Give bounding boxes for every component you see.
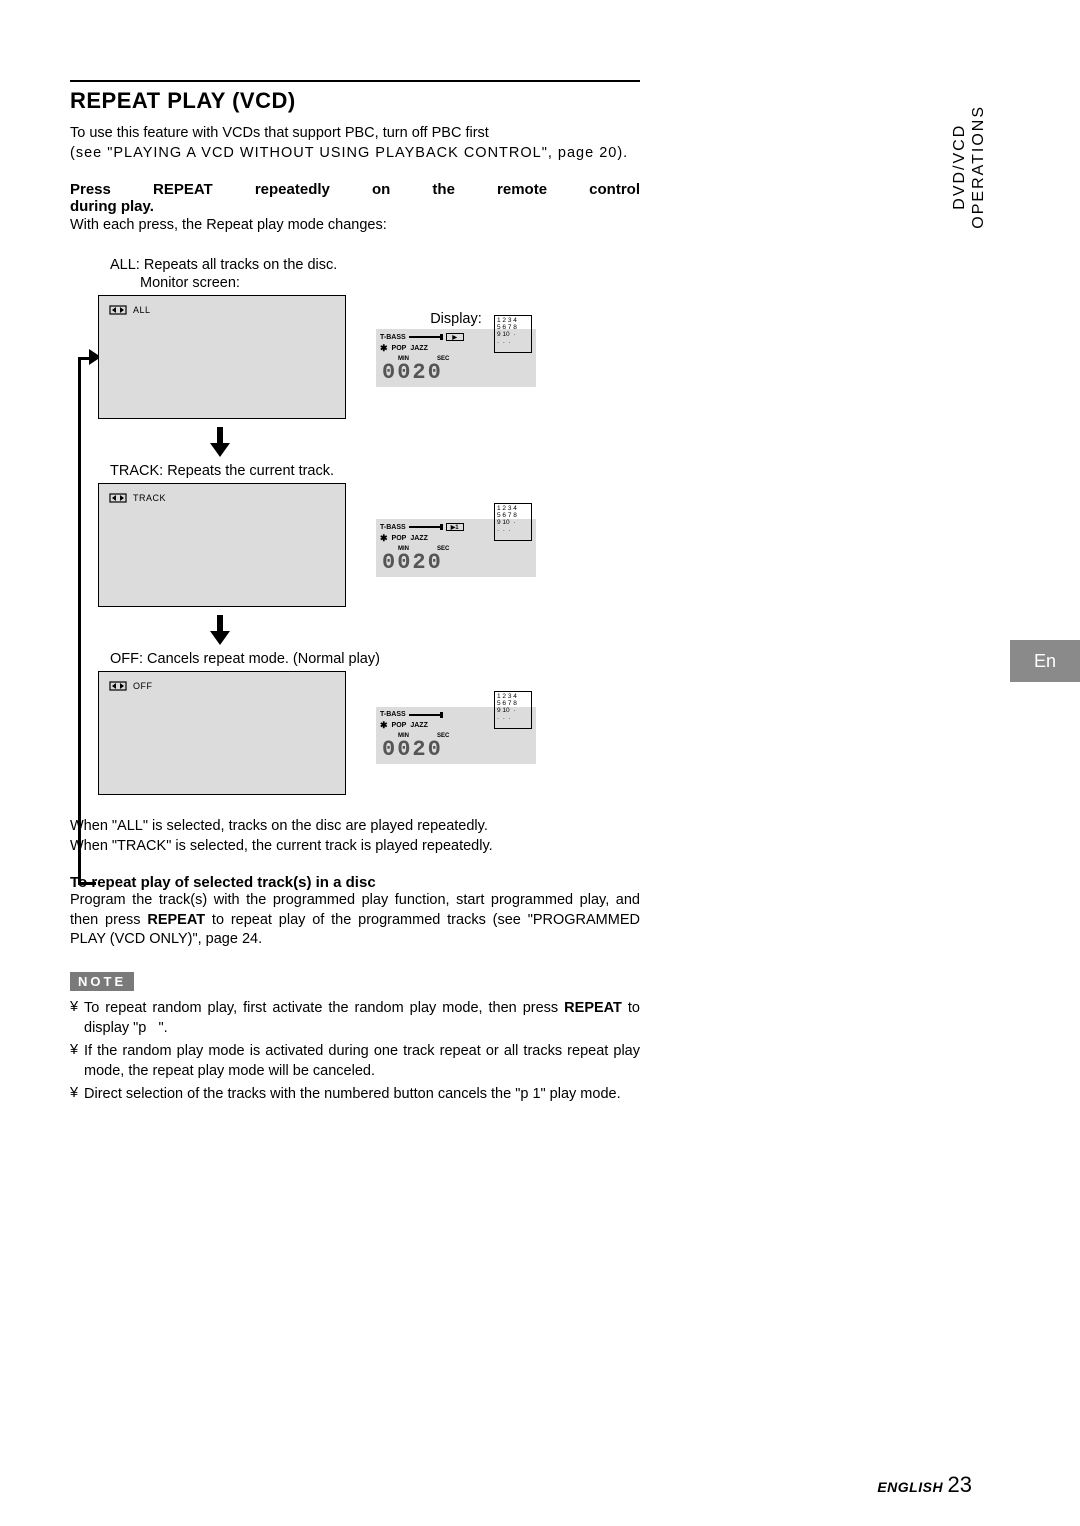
mode-all-caption: ALL: Repeats all tracks on the disc. bbox=[110, 257, 640, 273]
footer-page-number: 23 bbox=[948, 1472, 972, 1497]
sub-heading: To repeat play of selected track(s) in a… bbox=[70, 874, 640, 891]
repeat-rect-icon: ▶ bbox=[446, 333, 464, 341]
note-list: ¥ To repeat random play, first activate … bbox=[70, 999, 640, 1105]
section-title: REPEAT PLAY (VCD) bbox=[70, 88, 640, 114]
tbass-bar-icon bbox=[409, 336, 443, 338]
note-item: ¥ If the random play mode is activated d… bbox=[70, 1042, 640, 1081]
side-tab-line1: DVD/VCD bbox=[951, 124, 968, 210]
instruction-sub: With each press, the Repeat play mode ch… bbox=[70, 217, 640, 233]
repeat-all-indicator: ALL bbox=[109, 304, 151, 316]
display-all: Display: T-BASS ▶ ✱ POP JAZZ 1 2 3 4 5 6… bbox=[376, 311, 536, 387]
time-display: 0020 bbox=[382, 360, 532, 385]
note-item: ¥ Direct selection of the tracks with th… bbox=[70, 1085, 640, 1105]
instruction-bold-1: Press REPEAT repeatedly on the remote co… bbox=[70, 181, 640, 198]
mode-off-row: OFF T-BASS ✱ POP JAZZ 1 2 3 4 5 6 7 8 9 … bbox=[70, 671, 640, 795]
intro-line-2: (see "PLAYING A VCD WITHOUT USING PLAYBA… bbox=[70, 144, 640, 164]
track-number-grid: 1 2 3 4 5 6 7 8 9 10 · · · · bbox=[494, 691, 532, 729]
repeat-all-text: ALL bbox=[133, 305, 151, 315]
display-track: T-BASS ▶1 ✱ POP JAZZ 1 2 3 4 5 6 7 8 9 1… bbox=[376, 499, 536, 577]
repeat-off-text: OFF bbox=[133, 681, 153, 691]
monitor-all: ALL bbox=[98, 295, 346, 419]
time-display: 0020 bbox=[382, 737, 532, 762]
repeat-off-indicator: OFF bbox=[109, 680, 153, 692]
mode-all-row: ALL Display: T-BASS ▶ ✱ POP JAZZ bbox=[70, 295, 640, 419]
time-display: 0020 bbox=[382, 550, 532, 575]
display-all-box: T-BASS ▶ ✱ POP JAZZ 1 2 3 4 5 6 7 8 9 10… bbox=[376, 329, 536, 387]
instruction-bold-2: during play. bbox=[70, 198, 640, 215]
repeat-track-text: TRACK bbox=[133, 493, 166, 503]
bullet-icon: ¥ bbox=[70, 1042, 84, 1081]
note-item: ¥ To repeat random play, first activate … bbox=[70, 999, 640, 1038]
cycle-connector bbox=[78, 357, 96, 885]
bullet-icon: ¥ bbox=[70, 1085, 84, 1105]
mode-track-row: TRACK T-BASS ▶1 ✱ POP JAZZ 1 2 3 4 5 6 7 bbox=[70, 483, 640, 607]
sub-body: Program the track(s) with the programmed… bbox=[70, 891, 640, 950]
after-text-2: When "TRACK" is selected, the current tr… bbox=[70, 837, 640, 857]
track-number-grid: 1 2 3 4 5 6 7 8 9 10 · · · · bbox=[494, 503, 532, 541]
mode-off-caption: OFF: Cancels repeat mode. (Normal play) bbox=[110, 651, 640, 667]
arrow-down-icon bbox=[210, 427, 640, 457]
repeat-icon bbox=[109, 304, 127, 316]
main-content: REPEAT PLAY (VCD) To use this feature wi… bbox=[70, 80, 640, 1109]
repeat-rect-icon: ▶1 bbox=[446, 523, 464, 531]
monitor-off: OFF bbox=[98, 671, 346, 795]
after-text-1: When "ALL" is selected, tracks on the di… bbox=[70, 817, 640, 837]
bullet-icon: ¥ bbox=[70, 999, 84, 1038]
intro-line-1: To use this feature with VCDs that suppo… bbox=[70, 124, 640, 144]
repeat-icon bbox=[109, 680, 127, 692]
page-footer: ENGLISH 23 bbox=[877, 1472, 972, 1498]
display-off: T-BASS ✱ POP JAZZ 1 2 3 4 5 6 7 8 9 10 ·… bbox=[376, 687, 536, 764]
arrow-down-icon bbox=[210, 615, 640, 645]
monitor-screen-label: Monitor screen: bbox=[140, 275, 640, 291]
side-section-tab: DVD/VCD OPERATIONS bbox=[950, 105, 988, 229]
language-tab: En bbox=[1010, 640, 1080, 682]
monitor-track: TRACK bbox=[98, 483, 346, 607]
tbass-bar-icon bbox=[409, 526, 443, 528]
repeat-icon bbox=[109, 492, 127, 504]
display-off-box: T-BASS ✱ POP JAZZ 1 2 3 4 5 6 7 8 9 10 ·… bbox=[376, 707, 536, 764]
note-label: NOTE bbox=[70, 972, 134, 991]
footer-language: ENGLISH bbox=[877, 1479, 943, 1495]
display-track-box: T-BASS ▶1 ✱ POP JAZZ 1 2 3 4 5 6 7 8 9 1… bbox=[376, 519, 536, 577]
track-number-grid: 1 2 3 4 5 6 7 8 9 10 · · · · bbox=[494, 315, 532, 353]
side-tab-line2: OPERATIONS bbox=[970, 105, 987, 229]
mode-track-caption: TRACK: Repeats the current track. bbox=[110, 463, 640, 479]
tbass-bar-icon bbox=[409, 714, 443, 716]
title-rule bbox=[70, 80, 640, 82]
repeat-track-indicator: TRACK bbox=[109, 492, 166, 504]
modes-diagram: ALL: Repeats all tracks on the disc. Mon… bbox=[70, 257, 640, 795]
